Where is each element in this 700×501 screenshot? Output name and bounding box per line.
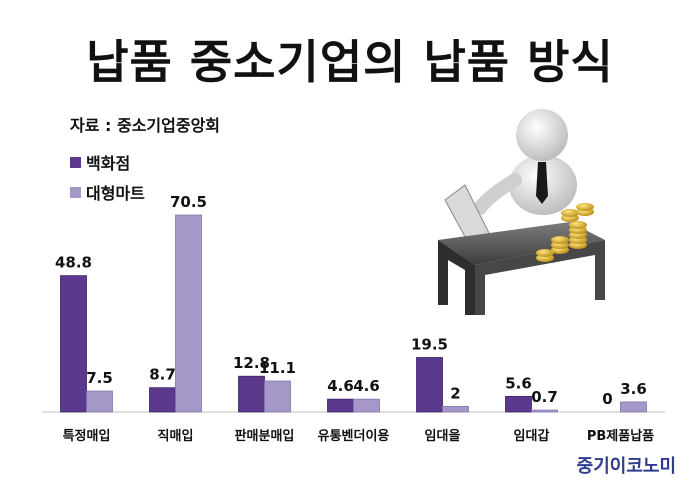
figure-head: [516, 109, 568, 161]
category-label: 판매분매입: [235, 428, 295, 444]
data-label: 0: [602, 390, 612, 408]
coin-stacks: [536, 203, 594, 262]
data-label: 70.5: [170, 193, 207, 211]
bar: [60, 275, 87, 413]
data-label: 0.7: [531, 388, 558, 406]
data-label: 5.6: [505, 374, 532, 392]
bar: [327, 398, 354, 413]
bar: [531, 409, 558, 413]
desk-front: [475, 240, 605, 315]
businessman-illustration: [438, 109, 605, 315]
bar: [86, 390, 113, 413]
legend-item-hypermarket: 대형마트: [70, 180, 145, 204]
legend-label-department-store: 백화점: [86, 154, 131, 173]
bar: [416, 357, 443, 413]
category-label: 직매입: [158, 428, 194, 444]
chart-title: 납품 중소기업의 납품 방식: [86, 35, 614, 89]
bar: [264, 380, 291, 413]
category-label: 임대을: [425, 428, 461, 444]
bar: [175, 214, 202, 413]
bar: [442, 406, 469, 413]
data-label: 4.6: [327, 377, 354, 395]
data-label: 11.1: [259, 359, 296, 377]
data-label: 7.5: [86, 369, 113, 387]
category-label: PB제품납품: [587, 429, 654, 444]
data-label: 19.5: [411, 336, 448, 354]
bar: [620, 401, 647, 413]
publisher-logo-text: 중기이코노미: [576, 456, 676, 477]
data-label: 4.6: [353, 377, 380, 395]
bar: [149, 387, 176, 413]
data-label: 48.8: [55, 254, 92, 272]
legend-swatch-hypermarket: [70, 186, 81, 198]
desk-top: [438, 222, 605, 265]
bar: [353, 398, 380, 413]
bar: [505, 395, 532, 413]
data-label: 3.6: [620, 380, 647, 398]
category-label: 유통벤더이용: [318, 428, 390, 444]
data-label: 12.8: [233, 354, 270, 372]
bar: [238, 375, 265, 413]
legend-label-hypermarket: 대형마트: [86, 184, 145, 203]
category-label: 임대갑: [514, 428, 550, 444]
legend-swatch-department-store: [70, 156, 81, 168]
figure-tie: [536, 162, 548, 204]
source-note: 자료 : 중소기업중앙회: [70, 116, 221, 135]
legend-item-department-store: 백화점: [70, 150, 130, 174]
figure-arm: [473, 173, 522, 215]
data-label: 8.7: [149, 366, 176, 384]
data-label: 2: [450, 384, 460, 402]
category-label: 특정매입: [63, 428, 111, 444]
desk-leg-left: [438, 240, 475, 315]
